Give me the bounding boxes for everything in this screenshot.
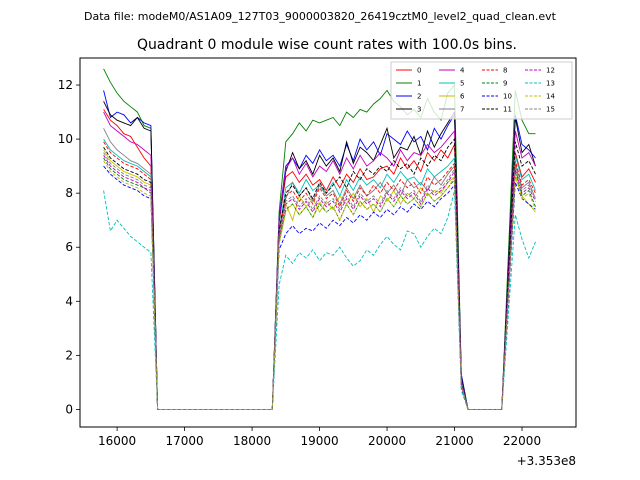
x-tick-label: 21000: [435, 434, 473, 448]
x-tick-label: 17000: [166, 434, 204, 448]
plot-lines: [103, 68, 536, 410]
y-tick-label: 10: [58, 132, 73, 146]
y-tick-label: 0: [65, 402, 73, 416]
suptitle: Data file: modeM0/AS1A09_127T03_90000038…: [84, 10, 557, 23]
x-axis: 16000 17000 18000 19000 20000 21000 22000: [98, 427, 541, 448]
series-line-8: [103, 141, 536, 410]
plot-area-frame: [79, 57, 577, 428]
legend-label-4: 4: [460, 67, 465, 75]
y-tick-label: 4: [65, 294, 73, 308]
series-line-6: [103, 149, 536, 410]
legend-label-15: 15: [546, 106, 555, 114]
series-line-13: [103, 190, 536, 410]
x-tick-label: 18000: [233, 434, 271, 448]
series-line-12: [103, 155, 536, 410]
legend-label-12: 12: [546, 67, 555, 75]
y-tick-label: 12: [58, 78, 73, 92]
series-line-10: [103, 165, 536, 410]
legend-label-11: 11: [503, 106, 512, 114]
legend-label-3: 3: [417, 106, 421, 114]
series-line-1: [103, 68, 536, 410]
legend-label-5: 5: [460, 80, 464, 88]
legend-label-14: 14: [546, 93, 555, 101]
legend-label-1: 1: [417, 80, 421, 88]
legend-label-7: 7: [460, 106, 464, 114]
y-tick-label: 8: [65, 186, 73, 200]
legend-label-0: 0: [417, 67, 421, 75]
y-axis: 0 2 4 6 8 10 12: [58, 78, 80, 416]
x-tick-label: 16000: [98, 434, 136, 448]
x-tick-label: 19000: [300, 434, 338, 448]
legend-label-9: 9: [503, 80, 507, 88]
x-tick-label: 20000: [368, 434, 406, 448]
legend-label-6: 6: [460, 93, 465, 101]
legend-label-10: 10: [503, 93, 512, 101]
series-line-3: [103, 101, 536, 410]
chart-title: Quadrant 0 module wise count rates with …: [137, 37, 517, 53]
legend-frame: [390, 61, 573, 120]
y-tick-label: 2: [65, 348, 73, 362]
series-line-2: [103, 90, 536, 410]
legend-label-8: 8: [503, 67, 507, 75]
x-offset-label: +3.353e8: [517, 454, 576, 468]
x-tick-label: 22000: [503, 434, 541, 448]
legend-label-13: 13: [546, 80, 555, 88]
series-line-7: [103, 128, 536, 410]
series-line-15: [103, 152, 536, 410]
y-tick-label: 6: [65, 240, 73, 254]
legend-label-2: 2: [417, 93, 421, 101]
